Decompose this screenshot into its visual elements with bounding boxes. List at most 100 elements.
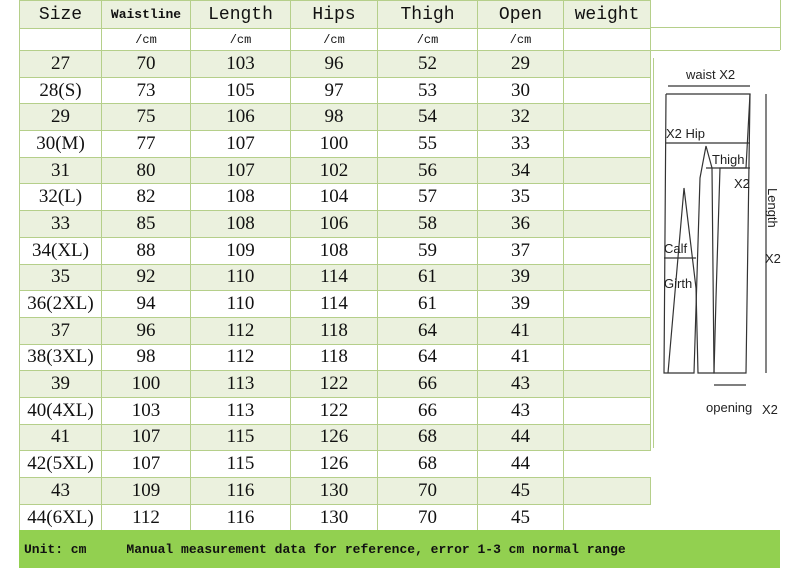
measurement-note: Manual measurement data for reference, e…: [126, 541, 626, 557]
table-cell: 31: [19, 156, 102, 185]
table-cell: 92: [101, 263, 191, 292]
header-thigh: Thigh: [377, 0, 478, 29]
table-row: 36(2XL) 94 110 114 61 39: [19, 290, 651, 318]
table-cell: 39: [19, 370, 102, 398]
calf-label: Calf: [664, 241, 688, 256]
pants-measurement-diagram: waist X2 X2 Hip Thigh X2 Calf Girth Leng…: [653, 58, 781, 448]
table-cell: 34: [477, 156, 564, 185]
table-cell: 64: [377, 343, 478, 372]
length-x2-label: X2: [765, 251, 781, 266]
table-row: 42(5XL) 107 115 126 68 44: [19, 450, 651, 478]
table-row: 44(6XL) 112 116 130 70 45: [19, 503, 651, 532]
table-cell: 112: [101, 503, 191, 532]
table-row: 41 107 115 126 68 44: [19, 423, 651, 452]
table-cell: 118: [290, 343, 378, 372]
table-cell: 98: [290, 103, 378, 132]
table-cell: 113: [190, 396, 291, 425]
table-cell: 107: [190, 130, 291, 158]
weight-cell: [563, 370, 651, 398]
table-cell: 103: [190, 50, 291, 78]
table-cell: 58: [377, 210, 478, 238]
table-row: 37 96 112 118 64 41: [19, 316, 651, 345]
weight-cell: [563, 450, 651, 478]
table-cell: 54: [377, 103, 478, 132]
table-cell: 56: [377, 156, 478, 185]
weight-cell: [563, 316, 651, 345]
table-cell: 41: [477, 316, 564, 345]
table-cell: 66: [377, 370, 478, 398]
table-cell: 64: [377, 316, 478, 345]
table-cell: 41: [477, 343, 564, 372]
table-cell: 109: [101, 477, 191, 505]
unit-cell: /cm: [190, 28, 291, 51]
table-cell: 85: [101, 210, 191, 238]
opening-label: opening: [706, 400, 752, 415]
table-cell: 97: [290, 76, 378, 105]
header-size: Size: [19, 0, 102, 29]
table-cell: 107: [190, 156, 291, 185]
table-cell: 44: [477, 423, 564, 452]
table-cell: 29: [477, 50, 564, 78]
header-hips: Hips: [290, 0, 378, 29]
table-cell: 113: [190, 370, 291, 398]
unit-note: Unit: cm: [24, 541, 87, 557]
table-row: 34(XL) 88 109 108 59 37: [19, 236, 651, 265]
unit-cell: [19, 28, 102, 51]
table-cell: 28(S): [19, 76, 102, 105]
table-cell: 44(6XL): [19, 503, 102, 532]
waist-label: waist X2: [685, 67, 735, 82]
table-row: 27 70 103 96 52 29: [19, 50, 651, 78]
table-cell: 115: [190, 423, 291, 452]
table-cell: 41: [19, 423, 102, 452]
weight-cell: [563, 396, 651, 425]
table-row: 31 80 107 102 56 34: [19, 156, 651, 185]
table-cell: 106: [190, 103, 291, 132]
header-row: Size Waistline Length Hips Thigh Open we…: [19, 0, 651, 29]
unit-cell: /cm: [101, 28, 191, 51]
weight-cell: [563, 504, 651, 531]
table-cell: 36(2XL): [19, 290, 102, 318]
table-cell: 40(4XL): [19, 396, 102, 425]
table-cell: 43: [477, 396, 564, 425]
weight-cell: [563, 103, 651, 132]
table-cell: 102: [290, 156, 378, 185]
table-cell: 59: [377, 236, 478, 265]
table-cell: 30: [477, 76, 564, 105]
size-chart-table: Size Waistline Length Hips Thigh Open we…: [19, 0, 651, 532]
table-cell: 61: [377, 290, 478, 318]
thigh-x2-label: X2: [734, 176, 750, 191]
table-row: 38(3XL) 98 112 118 64 41: [19, 343, 651, 372]
table-cell: 70: [377, 503, 478, 532]
table-cell: 122: [290, 370, 378, 398]
table-cell: 108: [190, 210, 291, 238]
table-cell: 45: [477, 503, 564, 532]
table-cell: 42(5XL): [19, 450, 102, 478]
header-extension: [650, 0, 781, 51]
table-cell: 112: [190, 343, 291, 372]
table-cell: 33: [19, 210, 102, 238]
table-cell: 116: [190, 503, 291, 532]
table-cell: 37: [477, 236, 564, 265]
table-cell: 33: [477, 130, 564, 158]
hip-label: X2 Hip: [666, 126, 705, 141]
header-waistline: Waistline: [101, 0, 191, 29]
table-cell: 52: [377, 50, 478, 78]
table-cell: 126: [290, 423, 378, 452]
table-cell: 55: [377, 130, 478, 158]
table-cell: 104: [290, 183, 378, 212]
table-row: 39 100 113 122 66 43: [19, 370, 651, 398]
table-cell: 68: [377, 423, 478, 452]
table-row: 43 109 116 130 70 45: [19, 477, 651, 505]
table-cell: 68: [377, 450, 478, 478]
table-cell: 39: [477, 290, 564, 318]
weight-cell: [563, 290, 651, 318]
table-cell: 43: [477, 370, 564, 398]
header-weight: weight: [563, 0, 651, 29]
table-cell: 70: [101, 50, 191, 78]
table-cell: 70: [377, 477, 478, 505]
table-cell: 37: [19, 316, 102, 345]
table-row: 35 92 110 114 61 39: [19, 263, 651, 292]
unit-cell: [563, 28, 651, 51]
table-cell: 105: [190, 76, 291, 105]
footer-note: Unit: cm Manual measurement data for ref…: [19, 530, 780, 568]
